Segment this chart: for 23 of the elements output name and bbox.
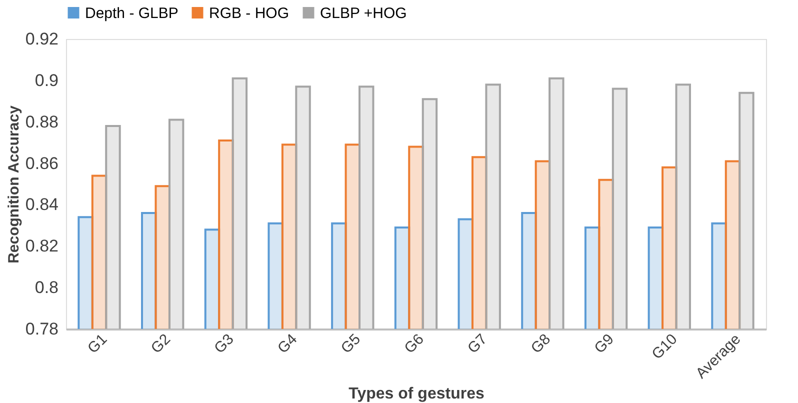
x-tick-label: G1 [84,330,111,357]
x-tick-label: G10 [648,330,681,363]
x-tick-label: G7 [464,330,491,357]
legend-label: RGB - HOG [209,4,290,22]
y-tick-label: 0.86 [25,154,58,173]
y-tick-label: 0.8 [34,278,58,298]
x-tick-label: G4 [274,330,301,357]
y-tick-label: 0.78 [25,320,58,338]
y-tick-label: 0.84 [25,195,58,214]
y-tick-label: 0.82 [25,236,58,256]
x-tick-label: G3 [211,330,238,357]
y-tick-label: 0.9 [34,70,58,90]
legend-label: Depth - GLBP [85,4,178,22]
y-tick-label: 0.92 [25,30,58,48]
x-axis-title: Types of gestures [348,385,484,402]
y-tick-label: 0.88 [25,112,58,132]
x-tick-label: G6 [401,330,428,357]
legend-label: GLBP +HOG [320,4,407,22]
x-tick-label: G9 [591,330,618,357]
x-tick-label: G8 [528,330,554,357]
x-tick-label: G5 [338,330,364,357]
y-axis-title: Recognition Accuracy [5,104,22,264]
x-tick-label: G2 [148,330,174,357]
